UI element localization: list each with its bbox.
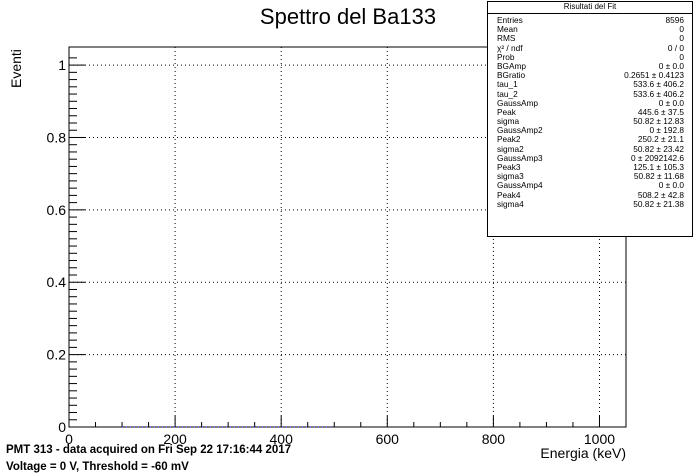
x-axis-label: Energia (keV) xyxy=(540,445,626,461)
y-axis-label: Eventi xyxy=(8,49,24,88)
fit-param-value: 50.82 ± 12.83 xyxy=(633,116,684,127)
fit-param-value: 125.1 ± 105.3 xyxy=(633,162,684,172)
fit-result-row: Mean 0 xyxy=(497,24,684,35)
fit-results-rows: Entries 8596 Mean 0 RMS 0 χ² / ndf 0 / 0 Prob 0 BG… xyxy=(488,14,692,209)
fit-param-value: 50.82 ± 11.68 xyxy=(633,171,684,182)
fit-result-row: GaussAmp3 0 ± 2092142.6 xyxy=(497,152,684,163)
fit-result-row: sigma3 50.82 ± 11.68 xyxy=(497,171,684,182)
x-tick-label: 200 xyxy=(163,431,187,447)
axes: 0 200 400 600 800 1000 0 0.2 0.4 0.6 0.8 1 xyxy=(47,57,616,447)
fit-param-value: 8596 xyxy=(665,15,684,25)
fit-param-value: 0 / 0 xyxy=(667,42,684,53)
chart-title: Spettro del Ba133 xyxy=(259,4,437,29)
fit-param-name: GaussAmp2 xyxy=(497,125,543,136)
fit-param-name: Peak xyxy=(497,106,516,117)
fit-param-value: 0 ± 0.0 xyxy=(658,180,684,191)
fit-param-name: χ² / ndf xyxy=(497,42,523,53)
fit-result-row: sigma 50.82 ± 12.83 xyxy=(497,116,684,127)
fit-param-name: GaussAmp4 xyxy=(497,180,543,191)
fit-param-name: tau_1 xyxy=(497,79,518,90)
fit-result-row: RMS 0 xyxy=(497,34,684,43)
fit-param-name: Peak4 xyxy=(497,189,521,200)
fit-param-name: RMS xyxy=(497,33,516,44)
footer-voltage-info: Voltage = 0 V, Threshold = -60 mV xyxy=(6,461,189,473)
fit-param-value: 50.82 ± 21.38 xyxy=(633,198,684,209)
fit-result-row: Peak 445.6 ± 37.5 xyxy=(497,106,684,117)
fit-param-name: BGratio xyxy=(497,70,526,81)
fit-result-row: GaussAmp 0 ± 0.0 xyxy=(497,97,684,108)
fit-param-value: 0 ± 0.0 xyxy=(658,60,684,71)
y-tick-label: 0 xyxy=(58,419,66,435)
fit-param-name: Peak3 xyxy=(497,162,521,172)
y-tick-label: 0.8 xyxy=(47,129,67,145)
fit-param-value: 0 ± 2092142.6 xyxy=(631,152,684,163)
fit-param-name: Prob xyxy=(497,51,515,62)
fit-param-name: sigma4 xyxy=(497,198,524,209)
x-tick-label: 400 xyxy=(270,431,294,447)
fit-result-row: Peak3 125.1 ± 105.3 xyxy=(497,162,684,172)
fit-param-value: 508.2 ± 42.8 xyxy=(637,189,684,200)
fit-param-value: 50.82 ± 23.42 xyxy=(633,143,684,154)
fit-param-value: 533.6 ± 406.2 xyxy=(633,79,684,90)
fit-param-value: 533.6 ± 406.2 xyxy=(633,88,684,99)
fit-param-name: Mean xyxy=(497,24,518,35)
fit-result-row: Peak4 508.2 ± 42.8 xyxy=(497,189,684,200)
fit-result-row: BGAmp 0 ± 0.0 xyxy=(497,60,684,71)
fit-param-name: tau_2 xyxy=(497,88,518,99)
y-tick-label: 1 xyxy=(58,57,66,73)
footer-acquisition-info: PMT 313 - data acquired on Fri Sep 22 17… xyxy=(6,444,292,456)
fit-param-name: sigma3 xyxy=(497,171,524,182)
fit-result-row: tau_2 533.6 ± 406.2 xyxy=(497,88,684,99)
plot-frame xyxy=(68,46,627,428)
fit-param-value: 0 ± 192.8 xyxy=(649,125,684,136)
fit-result-row: GaussAmp2 0 ± 192.8 xyxy=(497,126,684,135)
y-tick-label: 0.2 xyxy=(47,347,67,363)
fit-param-value: 0 xyxy=(679,51,684,62)
y-tick-label: 0.4 xyxy=(47,274,67,290)
fit-param-value: 250.2 ± 21.1 xyxy=(637,134,684,145)
fit-results-box: Risultati del Fit Entries 8596 Mean 0 RMS 0 χ²… xyxy=(487,1,693,237)
x-tick-label: 1000 xyxy=(584,431,615,447)
fit-results-title: Risultati del Fit xyxy=(488,2,692,14)
fit-param-name: Peak2 xyxy=(497,134,521,145)
fit-result-row: BGratio 0.2651 ± 0.4123 xyxy=(497,70,684,81)
fit-param-value: 445.6 ± 37.5 xyxy=(637,106,684,117)
fit-result-row: Entries 8596 xyxy=(497,15,684,25)
fit-param-name: Entries xyxy=(497,15,523,25)
fit-result-row: tau_1 533.6 ± 406.2 xyxy=(497,80,684,89)
fit-param-name: sigma2 xyxy=(497,143,524,154)
fit-param-name: BGAmp xyxy=(497,60,527,71)
fit-param-value: 0 xyxy=(679,24,684,35)
fit-result-row: sigma2 50.82 ± 23.42 xyxy=(497,143,684,154)
fit-result-row: Peak2 250.2 ± 21.1 xyxy=(497,135,684,144)
y-tick-label: 0.6 xyxy=(47,202,67,218)
fit-param-name: GaussAmp xyxy=(497,97,539,108)
fit-result-row: χ² / ndf 0 / 0 xyxy=(497,42,684,53)
fit-result-row: sigma4 50.82 ± 21.38 xyxy=(497,198,684,209)
fit-param-value: 0 ± 0.0 xyxy=(658,97,684,108)
x-tick-label: 800 xyxy=(482,431,506,447)
fit-result-row: Prob 0 xyxy=(497,51,684,62)
fit-param-name: GaussAmp3 xyxy=(497,152,543,163)
fit-param-value: 0 xyxy=(679,33,684,44)
x-tick-label: 600 xyxy=(376,431,400,447)
fit-param-name: sigma xyxy=(497,116,520,127)
x-tick-label: 0 xyxy=(65,431,73,447)
fit-result-row: GaussAmp4 0 ± 0.0 xyxy=(497,181,684,190)
fit-param-value: 0.2651 ± 0.4123 xyxy=(624,70,684,81)
